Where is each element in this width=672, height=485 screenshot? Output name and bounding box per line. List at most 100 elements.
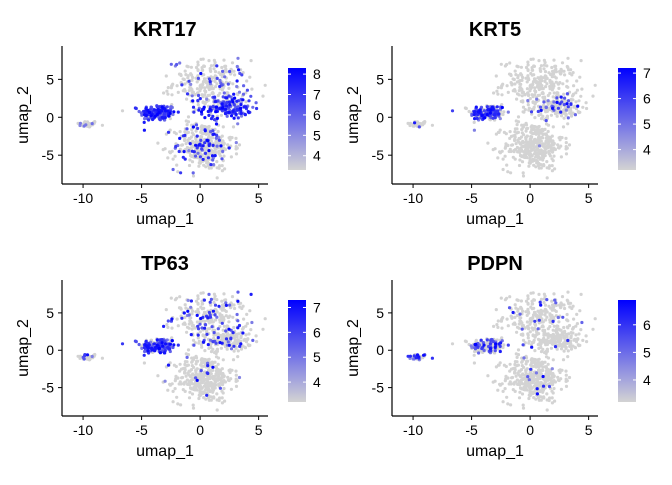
cell-point [545,166,549,170]
cell-point [542,58,547,63]
cell-point [500,105,504,110]
cell-point [239,109,243,113]
cell-point [211,390,215,394]
cell-point [550,396,554,400]
cell-point [529,363,533,367]
cell-point [194,362,198,366]
cell-point [575,79,579,83]
cell-point [520,360,524,364]
cell-point [222,154,226,158]
cell-point [223,308,227,312]
cell-point [161,344,165,348]
cell-point [549,378,553,382]
cell-point [183,389,187,393]
colorbar-tick-label: 4 [643,372,651,388]
cell-point [563,338,567,342]
cell-point [76,354,80,358]
cell-point [509,314,513,318]
cell-point [198,394,202,398]
cell-point [164,365,168,369]
cell-point [539,152,543,156]
cell-point [520,127,524,132]
cell-point [191,338,196,342]
cell-point [543,303,548,307]
cell-point [235,379,239,383]
cell-point [532,384,536,388]
cell-point [196,60,200,64]
cell-point [166,388,170,392]
cell-point [214,372,218,376]
cell-point [180,376,184,380]
cell-point [168,349,172,354]
cell-point [524,377,528,381]
cell-point [211,129,215,133]
cell-point [564,108,568,112]
y-axis-label: umap_2 [15,319,32,377]
cell-point [524,140,528,144]
cell-point [511,134,515,138]
cell-point [526,63,530,67]
cell-point [494,308,498,312]
cell-point [221,375,225,379]
cell-point [201,82,205,86]
cell-point [208,390,212,394]
cell-point [516,298,520,302]
cell-point [529,343,534,347]
cell-point [214,136,218,140]
cell-point [186,372,190,376]
cell-point [528,161,532,165]
cell-point [215,298,219,302]
cell-point [196,99,200,103]
cell-point [502,363,506,367]
cell-point [229,155,233,159]
cell-point [544,122,549,126]
cell-point [183,133,187,137]
cell-point [140,346,144,350]
cell-point [164,308,168,312]
cell-point [202,105,206,109]
cell-point [579,292,583,296]
cell-point [190,160,195,164]
cell-point [226,340,230,344]
cell-point [188,386,193,390]
cell-point [139,111,143,115]
cell-point [552,82,556,86]
cell-point [524,129,528,133]
cell-point [542,63,546,67]
cell-point [486,341,490,345]
cell-point [171,112,175,117]
cell-point [212,63,216,67]
cell-point [160,115,165,119]
cell-point [534,313,538,317]
cell-point [546,137,550,141]
cell-point [191,323,195,328]
cell-point [503,146,507,150]
cell-point [553,399,557,403]
cell-point [191,90,195,94]
cell-point [530,141,534,145]
cell-point [498,383,502,387]
cell-point [535,97,539,101]
cell-point [560,302,564,307]
cell-point [531,315,535,319]
cell-point [542,100,546,104]
cell-point [212,58,216,63]
cell-point [196,76,200,80]
cell-point [149,114,153,118]
cell-point [196,324,200,328]
cell-point [533,319,537,323]
cell-point [212,297,216,301]
cell-point [472,120,476,124]
cell-point [546,93,550,98]
cell-point [546,334,550,338]
cell-point [164,132,168,136]
x-tick-label: 0 [526,422,534,438]
cell-point [261,94,265,98]
cell-point [207,321,211,325]
cell-point [547,71,551,75]
cell-point [569,334,573,338]
cell-point [220,164,224,168]
cell-point [566,290,570,294]
cell-point [564,141,568,145]
cell-point [566,319,570,323]
